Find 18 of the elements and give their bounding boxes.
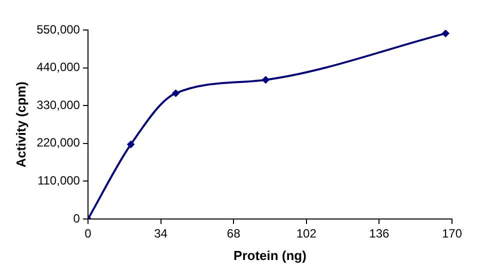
point — [172, 90, 180, 97]
x-tick-label: 34 — [154, 226, 168, 241]
y-axis-title: Activity (cpm) — [13, 82, 28, 168]
y-tick-label: 0 — [73, 211, 80, 226]
y-tick-label: 330,000 — [36, 98, 80, 112]
x-axis-title: Protein (ng) — [234, 248, 306, 263]
y-tick-label: 220,000 — [36, 136, 80, 150]
point — [442, 30, 450, 37]
point — [262, 76, 270, 84]
x-tick-label: 102 — [296, 226, 317, 241]
y-tick-label: 550,000 — [36, 22, 80, 36]
x-tick-label: 170 — [442, 226, 462, 241]
point — [127, 140, 134, 148]
x-tick-label: 136 — [369, 226, 390, 241]
y-tick-label: 440,000 — [36, 60, 80, 74]
y-tick-label: 110,000 — [37, 174, 80, 188]
x-tick-label: 0 — [84, 226, 92, 241]
x-tick-label: 68 — [226, 226, 241, 241]
